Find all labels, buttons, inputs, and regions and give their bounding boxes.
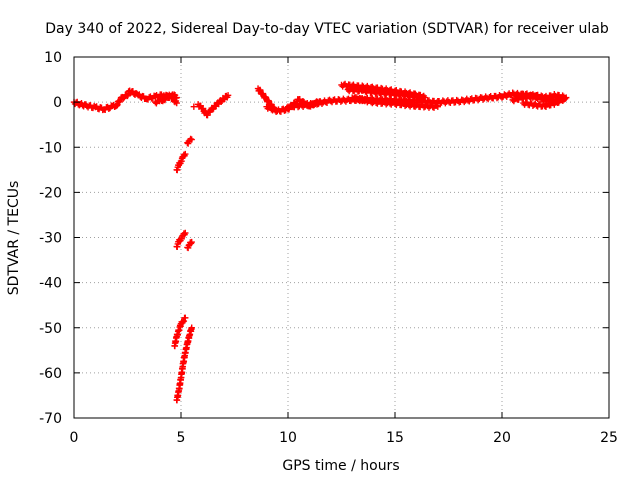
- y-tick-label: -50: [39, 321, 62, 337]
- y-tick-label: -70: [39, 411, 62, 427]
- data-point: [188, 324, 195, 331]
- data-point: [120, 95, 127, 102]
- series-arc-17: [349, 93, 441, 111]
- data-points: [70, 80, 570, 404]
- x-tick-label: 15: [386, 430, 404, 446]
- x-tick-label: 20: [493, 430, 511, 446]
- y-tick-label: -60: [39, 366, 62, 382]
- series-arc-6: [173, 150, 189, 174]
- data-point: [187, 240, 195, 247]
- data-point: [173, 99, 180, 107]
- data-point: [180, 317, 188, 325]
- data-point: [256, 86, 264, 94]
- series-arc-9: [184, 238, 195, 252]
- data-point: [182, 314, 189, 322]
- data-point: [224, 92, 232, 99]
- y-tick-label: -30: [39, 231, 62, 247]
- data-point: [563, 94, 570, 101]
- series-arc-20: [509, 91, 570, 105]
- data-point: [180, 151, 188, 159]
- grid-lines: [74, 57, 609, 418]
- series-arc-16: [344, 85, 427, 101]
- x-tick-label: 10: [279, 430, 297, 446]
- data-point: [173, 94, 180, 101]
- data-point: [261, 93, 269, 100]
- series-arc-11: [173, 324, 195, 404]
- data-point: [113, 102, 120, 109]
- data-point: [178, 235, 185, 243]
- data-point: [434, 103, 441, 110]
- data-point: [182, 229, 189, 237]
- x-tick-label: 25: [600, 430, 618, 446]
- y-axis-label: SDTVAR / TECUs: [6, 181, 22, 296]
- axis-ticks: 0 5 10 15 20 25 10 0 -10 -20 -30 -40 -50 -60 -70: [39, 50, 618, 446]
- y-tick-label: -20: [39, 185, 62, 201]
- x-tick-label: 5: [177, 430, 186, 446]
- data-point: [182, 150, 189, 158]
- series-arc-12: [254, 85, 279, 114]
- data-point: [559, 92, 566, 99]
- x-axis-label: GPS time / hours: [282, 458, 399, 474]
- y-tick-label: 0: [53, 95, 62, 111]
- series-arc-3: [152, 91, 180, 107]
- data-point: [433, 102, 440, 109]
- series-arc-10: [171, 314, 189, 350]
- y-tick-label: -10: [39, 140, 62, 156]
- data-point: [199, 105, 207, 112]
- data-point: [265, 97, 272, 105]
- series-arc-5: [194, 92, 232, 119]
- chart-title: Day 340 of 2022, Sidereal Day-to-day VTE…: [45, 21, 609, 37]
- y-tick-label: 10: [44, 50, 62, 66]
- y-tick-label: -40: [39, 276, 62, 292]
- data-point: [561, 95, 569, 102]
- data-point: [419, 93, 427, 100]
- data-point: [188, 238, 195, 246]
- data-point: [361, 95, 368, 103]
- series-arc-7: [184, 135, 195, 147]
- series-arc-1: [70, 87, 133, 114]
- data-point: [188, 136, 195, 143]
- data-point: [115, 97, 123, 105]
- series-arc-8: [173, 229, 189, 250]
- x-tick-label: 0: [70, 430, 79, 446]
